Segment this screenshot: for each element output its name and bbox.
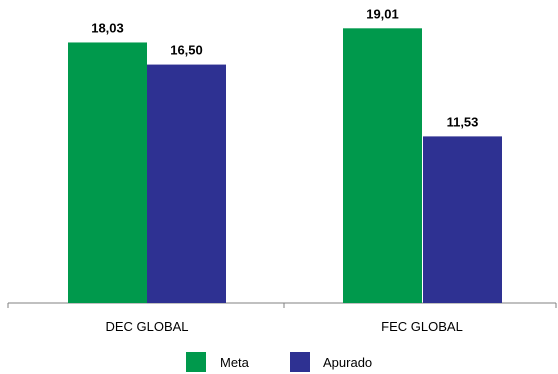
value-label-apurado-fec-global: 11,53 [447,114,479,129]
bar-meta-dec-global [68,42,147,304]
value-label-meta-fec-global: 19,01 [366,6,399,21]
value-label-apurado-dec-global: 16,50 [170,43,203,58]
legend-label-meta: Meta [220,355,250,370]
legend-swatch-apurado [290,352,310,372]
legend: Meta Apurado [186,352,372,372]
category-label-fec-global: FEC GLOBAL [381,319,463,334]
category-label-dec-global: DEC GLOBAL [105,319,188,334]
value-labels-group: 18,03 19,01 16,50 11,53 [91,6,478,129]
bar-apurado-dec-global [147,64,226,303]
legend-label-apurado: Apurado [323,355,372,370]
legend-swatch-meta [186,352,206,372]
bar-meta-fec-global [343,28,422,303]
value-label-meta-dec-global: 18,03 [91,20,124,35]
bar-apurado-fec-global [423,136,502,303]
bars-group [68,28,502,304]
